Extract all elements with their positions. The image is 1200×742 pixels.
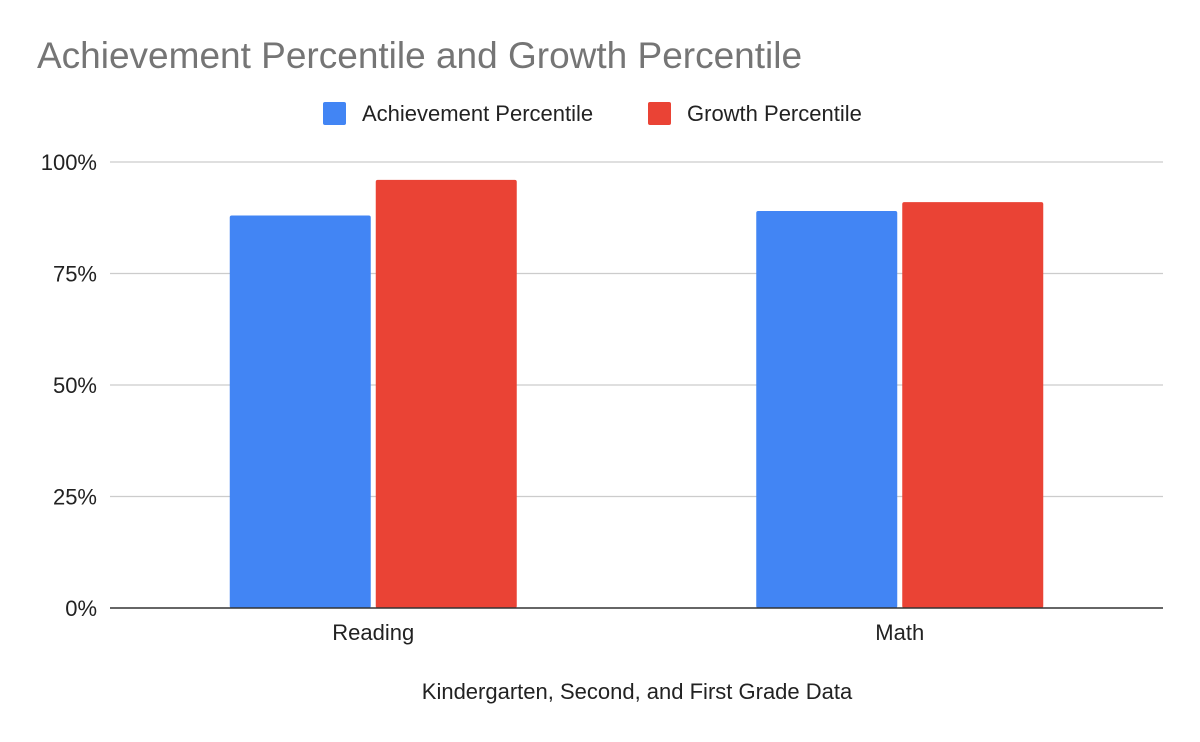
x-tick-label: Math	[875, 620, 924, 645]
legend-label-achievement-percentile: Achievement Percentile	[362, 101, 593, 126]
legend-swatch-growth-percentile	[648, 102, 671, 125]
x-tick-label: Reading	[332, 620, 414, 645]
chart-title: Achievement Percentile and Growth Percen…	[37, 35, 802, 76]
y-tick-label: 25%	[53, 485, 97, 510]
y-tick-label: 50%	[53, 373, 97, 398]
x-axis-ticks: Reading Math	[332, 620, 924, 645]
y-tick-label: 75%	[53, 262, 97, 287]
y-tick-label: 100%	[41, 150, 97, 175]
y-tick-label: 0%	[65, 596, 97, 621]
bar-reading-achievement-percentile	[229, 215, 371, 608]
legend: Achievement Percentile Growth Percentile	[323, 101, 862, 126]
x-axis-label: Kindergarten, Second, and First Grade Da…	[422, 679, 853, 704]
bar-math-growth-percentile	[902, 202, 1044, 608]
bars	[229, 179, 1044, 608]
bar-math-achievement-percentile	[756, 211, 898, 608]
y-axis-ticks: 0% 25% 50% 75% 100%	[41, 150, 97, 621]
legend-swatch-achievement-percentile	[323, 102, 346, 125]
legend-label-growth-percentile: Growth Percentile	[687, 101, 862, 126]
bar-reading-growth-percentile	[375, 179, 517, 608]
